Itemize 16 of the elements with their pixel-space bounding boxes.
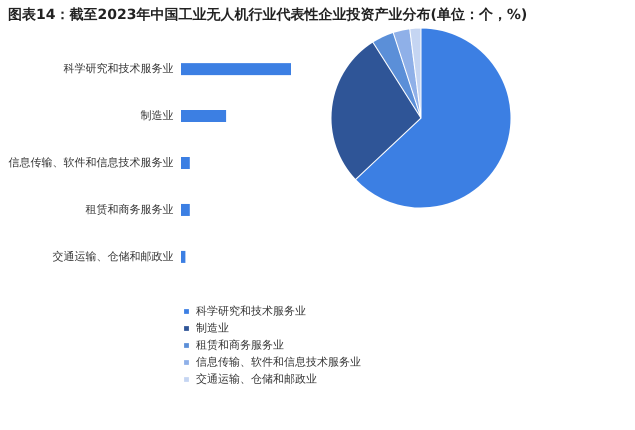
legend-label: 科学研究和技术服务业	[196, 304, 306, 318]
legend-label: 交通运输、仓储和邮政业	[196, 372, 317, 386]
chart-title: 图表14：截至2023年中国工业无人机行业代表性企业投资产业分布(单位：个，%)	[8, 6, 528, 23]
y-tick-label: 租赁和商务服务业	[86, 202, 174, 216]
legend-label: 制造业	[196, 322, 229, 334]
y-tick-label: 制造业	[140, 109, 174, 122]
bar	[181, 63, 291, 76]
bar	[181, 204, 190, 216]
bar	[181, 157, 190, 169]
bar	[181, 250, 186, 263]
legend-label: 信息传输、软件和信息技术服务业	[196, 356, 361, 368]
y-tick-label: 交通运输、仓储和邮政业	[52, 250, 174, 263]
y-tick-label: 信息传输、软件和信息技术服务业	[8, 156, 174, 169]
legend-label: 租赁和商务服务业	[196, 338, 284, 352]
y-tick-label: 科学研究和技术服务业	[64, 62, 174, 76]
bar	[181, 110, 226, 122]
